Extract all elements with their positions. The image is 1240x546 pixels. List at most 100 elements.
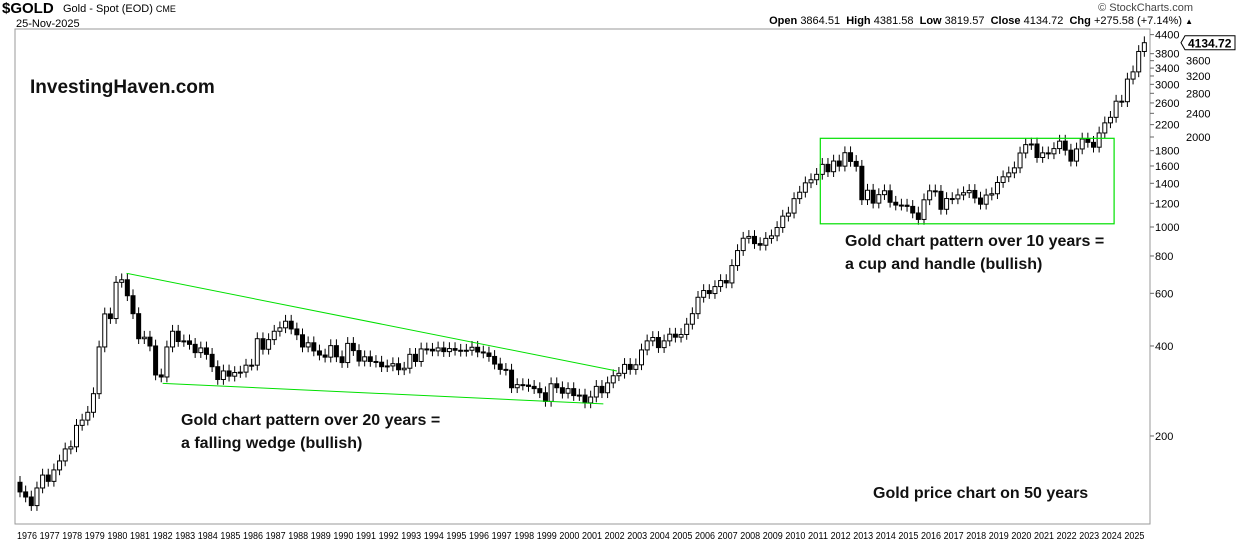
x-tick-label: 1994 (424, 531, 444, 542)
candle (610, 375, 616, 384)
y-tick-label: 2000 (1186, 132, 1210, 144)
x-tick-label: 1987 (266, 531, 286, 542)
candle (774, 227, 780, 237)
candle (938, 190, 944, 210)
x-tick-label: 1999 (537, 531, 557, 542)
x-tick-label: 2005 (672, 531, 692, 542)
candle (1079, 138, 1085, 150)
candle (226, 370, 232, 377)
candle (294, 328, 300, 336)
chart-date: 25-Nov-2025 (16, 18, 80, 30)
candle (848, 152, 854, 162)
candle (475, 346, 481, 353)
candle (571, 388, 577, 397)
candle (678, 333, 684, 338)
candle (1034, 143, 1040, 158)
candle (797, 191, 803, 200)
x-tick-label: 2003 (627, 531, 647, 542)
candle (565, 388, 571, 394)
exchange: CME (155, 4, 176, 14)
candle (836, 160, 842, 167)
candle (1141, 42, 1147, 52)
candle (780, 215, 786, 229)
candle (362, 356, 368, 362)
x-tick-label: 1981 (130, 531, 150, 542)
candle (887, 190, 893, 203)
x-tick-label: 2008 (740, 531, 760, 542)
candle (1113, 100, 1119, 118)
candle (254, 338, 260, 366)
candle (1091, 141, 1096, 148)
candle (379, 361, 385, 368)
y-tick-label: 3600 (1186, 56, 1210, 68)
candle (503, 368, 509, 371)
candle (870, 189, 876, 204)
candle (955, 194, 961, 200)
candle (576, 394, 582, 397)
candle (785, 212, 791, 217)
y-tick-label: 3000 (1155, 79, 1179, 91)
candle (113, 281, 119, 320)
candle (1045, 152, 1051, 155)
candle (1085, 138, 1091, 143)
description: Gold - Spot (EOD) (63, 3, 153, 15)
open-label: Open (769, 15, 798, 27)
candle (85, 411, 91, 421)
footer-note: Gold price chart on 50 years (873, 485, 1089, 502)
candle (220, 370, 226, 380)
symbol: $GOLD (2, 0, 54, 17)
candle (752, 235, 757, 245)
candle (791, 198, 797, 214)
candle (486, 352, 492, 357)
candle (808, 179, 814, 184)
x-tick-label: 2002 (605, 531, 625, 542)
candle (345, 342, 351, 364)
candle (983, 194, 989, 205)
x-tick-label: 1992 (379, 531, 399, 542)
candle (102, 313, 108, 348)
candle (373, 360, 379, 363)
candle (1057, 140, 1063, 150)
x-tick-label: 1996 (469, 531, 489, 542)
candle (718, 280, 724, 288)
candle (853, 160, 859, 167)
x-tick-label: 2001 (582, 531, 602, 542)
candle (28, 496, 34, 507)
candle (1136, 50, 1142, 73)
candle (650, 336, 656, 342)
x-tick-label: 2016 (921, 531, 941, 542)
candle (966, 189, 972, 194)
x-tick-label: 2023 (1079, 531, 1099, 542)
candle (266, 339, 272, 350)
x-tick-label: 1997 (492, 531, 512, 542)
candle (746, 235, 752, 239)
candle (921, 199, 927, 220)
candle (418, 348, 424, 362)
candle (124, 279, 130, 297)
candle (469, 346, 475, 351)
x-tick-label: 2017 (944, 531, 964, 542)
x-tick-label: 2024 (1102, 531, 1122, 542)
candle (316, 350, 322, 356)
candle (435, 347, 441, 352)
candle (1006, 172, 1012, 178)
candle (136, 313, 142, 340)
candle (915, 212, 921, 220)
candle (68, 446, 74, 450)
x-tick-label: 1998 (514, 531, 534, 542)
candle (333, 345, 339, 358)
chg-value: +275.58 (+7.14%) (1093, 15, 1183, 27)
candle (972, 189, 978, 199)
y-tick-label: 800 (1155, 251, 1173, 263)
candle (51, 469, 57, 482)
candle (757, 243, 763, 246)
candle (712, 286, 718, 295)
candle (164, 346, 170, 378)
candle (989, 193, 995, 196)
candle (633, 364, 639, 370)
candle (424, 348, 430, 351)
brand: © StockCharts.com (1098, 2, 1193, 14)
last-price-label: 4134.72 (1188, 37, 1232, 51)
chg-label: Chg (1069, 15, 1091, 27)
